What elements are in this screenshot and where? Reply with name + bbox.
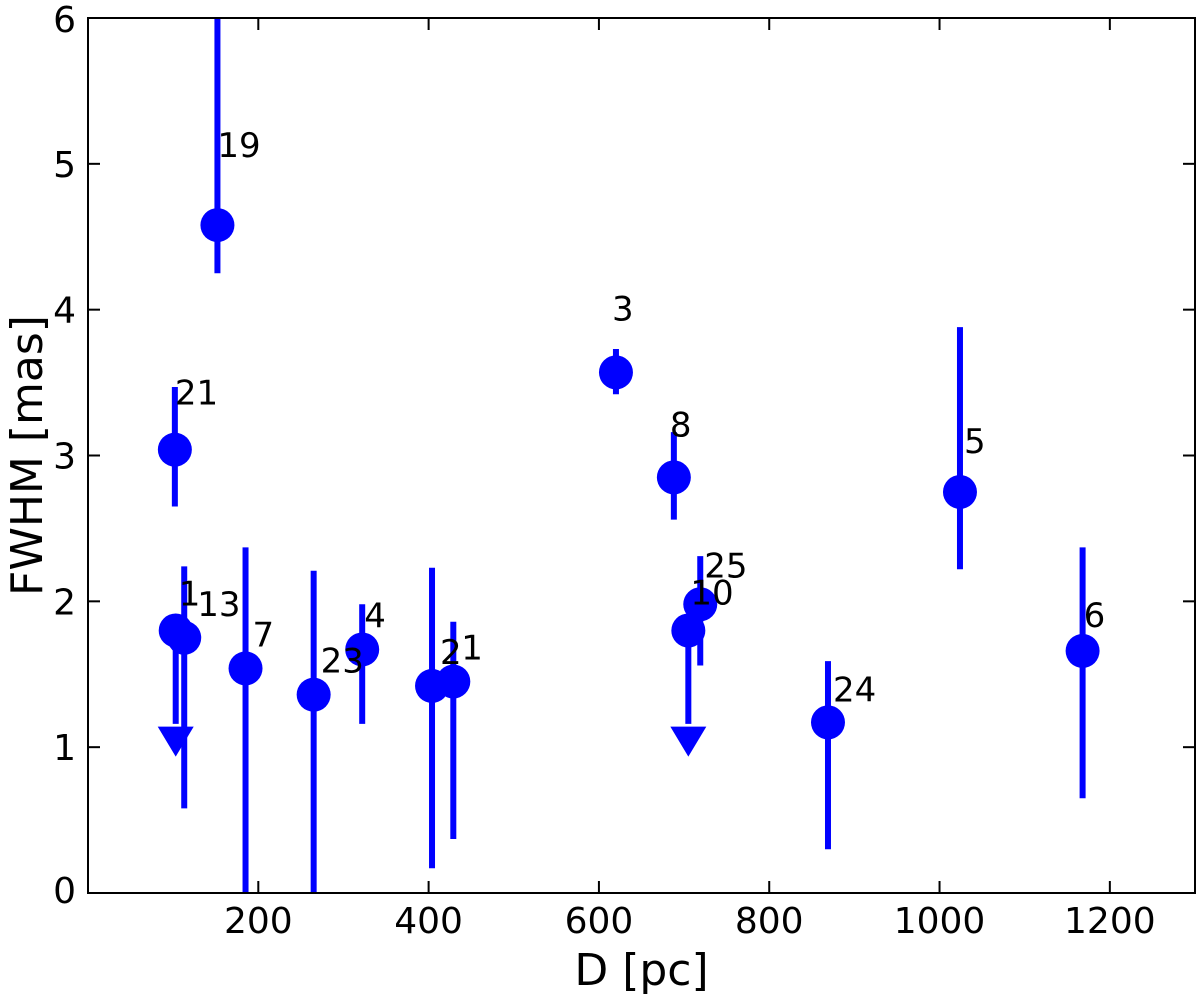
data-point-15	[942, 474, 977, 509]
point-label-8: 2	[440, 633, 462, 673]
upper-limit-arrow-12	[670, 726, 707, 757]
point-label-1: 19	[217, 126, 260, 166]
data-point-16	[1065, 633, 1100, 668]
x-tick-label-1200: 1200	[1064, 901, 1156, 942]
data-point-5	[228, 651, 263, 686]
point-label-15: 5	[964, 422, 986, 462]
y-tick-label-6: 6	[53, 0, 76, 41]
data-point-12	[671, 613, 706, 648]
y-tick-label-4: 4	[53, 291, 76, 332]
errorbars-layer	[157, 18, 1086, 893]
data-point-7	[345, 632, 380, 667]
point-label-14: 24	[833, 670, 876, 710]
y-tick-label-2: 2	[53, 582, 76, 623]
data-point-11	[656, 460, 691, 495]
point-label-2: 21	[175, 374, 218, 414]
point-label-13: 25	[704, 546, 747, 586]
markers-layer	[157, 208, 1100, 740]
point-label-4: 13	[197, 585, 240, 625]
data-point-10	[598, 355, 633, 390]
point-label-3: 1	[179, 575, 201, 615]
y-axis-label: FWHM [mas]	[2, 315, 53, 596]
point-label-7: 4	[364, 596, 386, 636]
point-label-6: 23	[321, 642, 364, 682]
x-tick-label-1000: 1000	[894, 901, 986, 942]
upper-limit-arrow-3	[157, 726, 194, 757]
data-point-1	[200, 208, 235, 243]
y-tick-label-3: 3	[53, 437, 76, 478]
point-label-11: 8	[670, 405, 692, 445]
point-label-5: 7	[253, 615, 275, 655]
data-point-14	[810, 705, 845, 740]
x-axis-label: D [pc]	[574, 945, 708, 996]
x-tick-label-800: 800	[735, 901, 804, 942]
y-tick-label-5: 5	[53, 145, 76, 186]
y-tick-label-1: 1	[53, 728, 76, 769]
point-label-9: 1	[461, 629, 483, 669]
x-tick-label-400: 400	[394, 901, 463, 942]
point-label-10: 3	[612, 289, 634, 329]
data-point-6	[296, 677, 331, 712]
x-tick-label-200: 200	[224, 901, 293, 942]
point-label-12: 10	[690, 574, 733, 614]
data-point-9	[436, 664, 471, 699]
data-point-4	[167, 620, 202, 655]
point-label-16: 6	[1084, 596, 1106, 636]
x-tick-label-600: 600	[565, 901, 634, 942]
y-tick-label-0: 0	[53, 871, 76, 912]
data-point-2	[157, 432, 192, 467]
data-point-13	[683, 587, 718, 622]
